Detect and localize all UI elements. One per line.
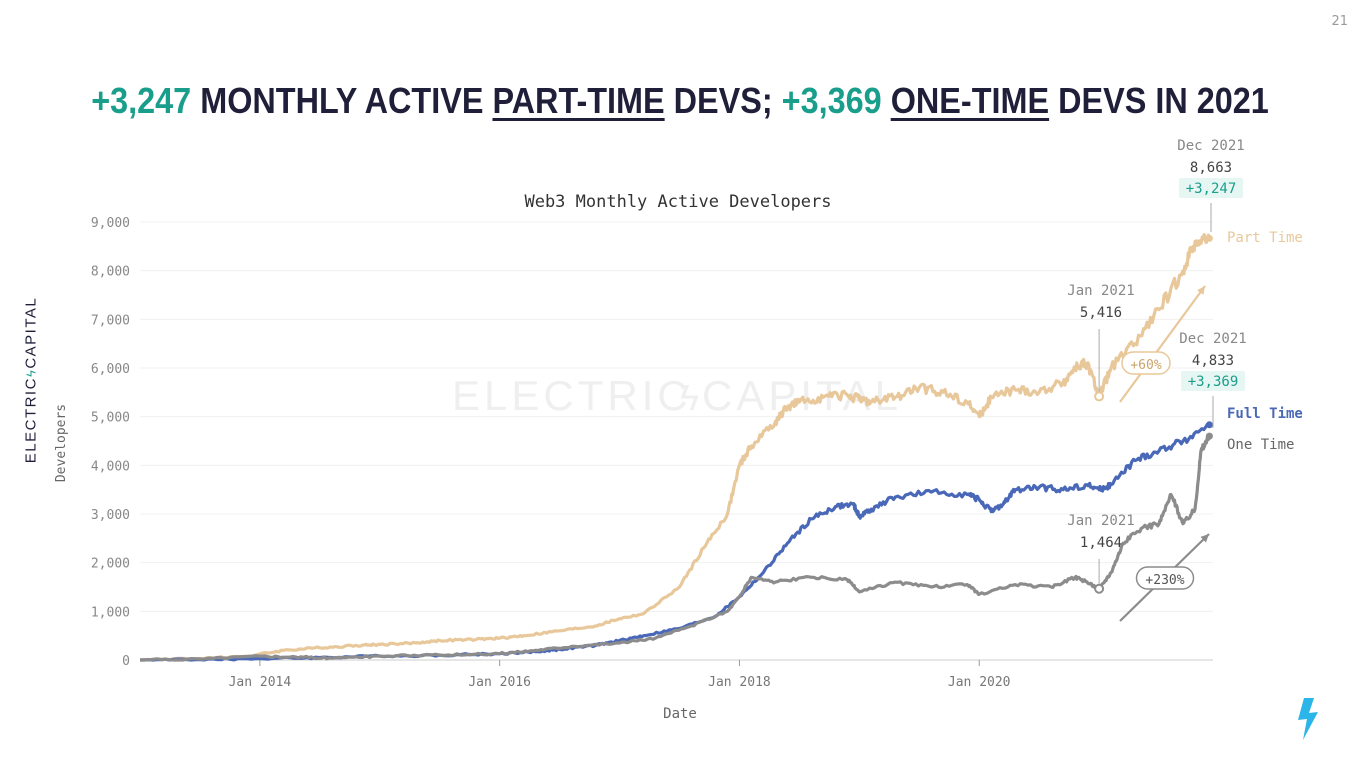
headline-text-a: MONTHLY ACTIVE [191,80,493,121]
watermark: ELECTRIC ϟ CAPITAL [452,372,902,419]
growth-arrow [1119,285,1206,403]
y-tick-label: 7,000 [91,313,130,328]
lightning-bolt-icon [1298,698,1318,740]
annotation-point [1094,391,1105,402]
headline-text-b: DEVS; [664,80,782,121]
series-line-part-time [140,233,1211,662]
x-axis-label: Date [663,706,697,722]
change-badge: +3,247 [1186,181,1237,197]
x-tick-label: Jan 2018 [708,675,771,690]
watermark-bolt-icon: ϟ [680,377,699,418]
annotation-value: 4,833 [1192,353,1234,369]
watermark-text-right: CAPITAL [702,372,902,419]
headline-one-time-value: +3,369 [781,80,882,121]
legend-label-one-time: One Time [1227,437,1294,453]
y-tick-label: 2,000 [91,557,130,572]
series-line-full-time [140,422,1210,662]
annotation-date: Jan 2021 [1067,513,1134,529]
headline-text-c: DEVS IN 2021 [1049,80,1269,121]
page-number: 21 [1331,14,1348,29]
x-tick-label: Jan 2014 [229,675,292,690]
watermark-text-left: ELECTRIC [452,372,692,419]
y-tick-label: 8,000 [91,265,130,280]
chart-title: Web3 Monthly Active Developers [524,192,831,212]
change-badge-bg [1181,371,1245,391]
annotation-value: 1,464 [1080,535,1122,551]
growth-badge: +230% [1145,573,1184,588]
y-tick-label: 0 [122,654,130,669]
series-end-point [1205,421,1213,429]
y-tick-label: 5,000 [91,411,130,426]
headline-part-time-value: +3,247 [91,80,192,121]
y-tick-label: 3,000 [91,508,130,523]
x-tick-label: Jan 2016 [468,675,531,690]
annotation-date: Dec 2021 [1177,138,1244,154]
annotation-value: 5,416 [1080,305,1122,321]
series-end-point [1205,234,1213,242]
growth-arrow-head [1200,534,1209,543]
headline-part-time-emphasis: PART-TIME [492,80,665,121]
annotation-date: Jan 2021 [1067,283,1134,299]
annotation-value: 8,663 [1190,160,1232,176]
growth-badge-bg [1135,566,1195,590]
annotation-date: Dec 2021 [1179,331,1246,347]
x-tick-label: Jan 2020 [948,675,1011,690]
y-tick-label: 1,000 [91,605,130,620]
headline-one-time-emphasis: ONE-TIME [890,80,1050,121]
legend-label-full-time: Full Time [1227,406,1303,422]
y-tick-label: 6,000 [91,362,130,377]
change-badge: +3,369 [1188,374,1239,390]
legend-label-part-time: Part Time [1227,230,1303,246]
growth-badge: +60% [1130,358,1161,373]
y-tick-label: 9,000 [91,216,130,231]
series-line-one-time [139,434,1211,662]
annotation-point [1094,583,1105,594]
growth-badge-bg [1121,351,1171,375]
growth-arrow-head [1197,286,1205,295]
series-end-point [1205,432,1213,440]
page-title: +3,247 MONTHLY ACTIVE PART-TIME DEVS; +3… [68,80,1292,122]
y-axis-label: Developers [54,404,69,482]
y-tick-label: 4,000 [91,459,130,474]
change-badge-bg [1179,178,1243,198]
